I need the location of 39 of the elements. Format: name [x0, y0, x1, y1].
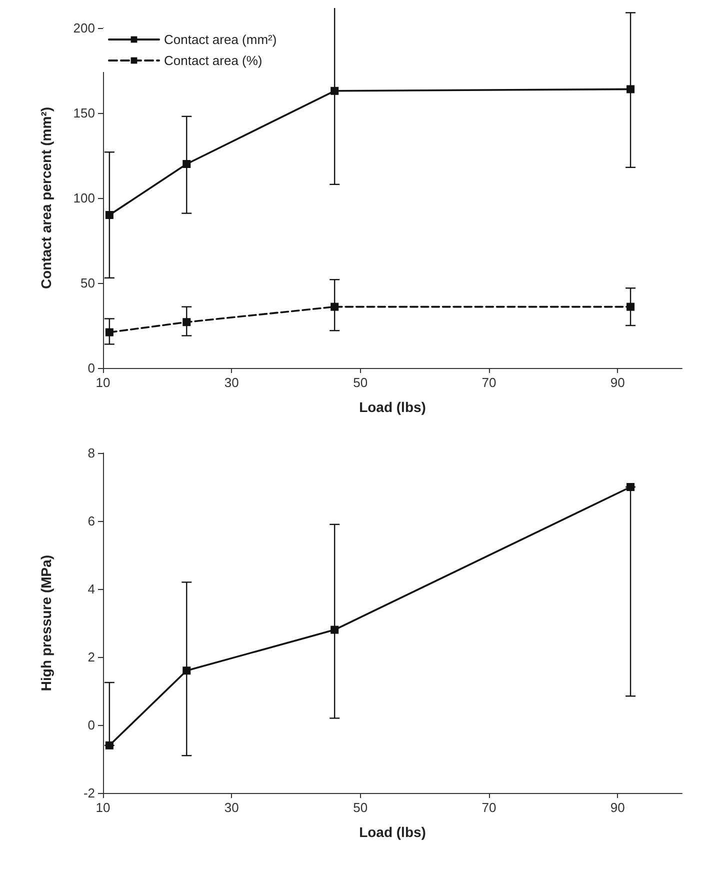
y-tick-label: 8 — [88, 446, 95, 460]
point — [330, 626, 339, 634]
point — [330, 86, 339, 95]
legend-label: Contact area (mm²) — [164, 32, 277, 47]
y-tick-label: 50 — [80, 276, 95, 290]
x-tick-label: 30 — [224, 375, 239, 390]
legend-label: Contact area (%) — [164, 53, 262, 68]
x-tick-label: 70 — [482, 800, 496, 815]
point — [626, 483, 635, 491]
x-tick-label: 10 — [96, 375, 110, 390]
y-tick-label: 150 — [73, 106, 95, 120]
y-tick-label: 200 — [73, 20, 95, 36]
x-tick-label: 50 — [353, 375, 368, 390]
point — [105, 211, 114, 219]
y-tick-label: 2 — [88, 650, 95, 664]
point — [105, 741, 114, 750]
point — [182, 318, 191, 326]
point — [182, 160, 191, 168]
x-tick-label: 10 — [96, 800, 110, 815]
y-tick-label: 0 — [88, 718, 95, 732]
x-axis-title: Load (lbs) — [359, 399, 426, 415]
y-tick-label: 4 — [88, 582, 95, 596]
y-tick-label: 6 — [88, 514, 95, 528]
y-axis-title: Contact area percent (mm²) — [38, 106, 54, 290]
y-tick-label: 100 — [73, 190, 95, 206]
x-tick-label: 70 — [482, 375, 496, 390]
x-tick-label: 30 — [224, 800, 239, 815]
y-tick-label: 0 — [88, 360, 95, 376]
point — [105, 328, 114, 336]
y-tick-label: -2 — [83, 786, 95, 800]
x-axis-title: Load (lbs) — [359, 824, 426, 840]
y-axis-title: High pressure (MPa) — [38, 554, 54, 692]
point — [626, 302, 635, 311]
x-tick-label: 90 — [610, 375, 625, 390]
point — [330, 302, 339, 311]
x-tick-label: 50 — [353, 800, 368, 815]
x-tick-label: 90 — [610, 800, 625, 815]
point — [626, 85, 635, 94]
point — [182, 666, 191, 675]
